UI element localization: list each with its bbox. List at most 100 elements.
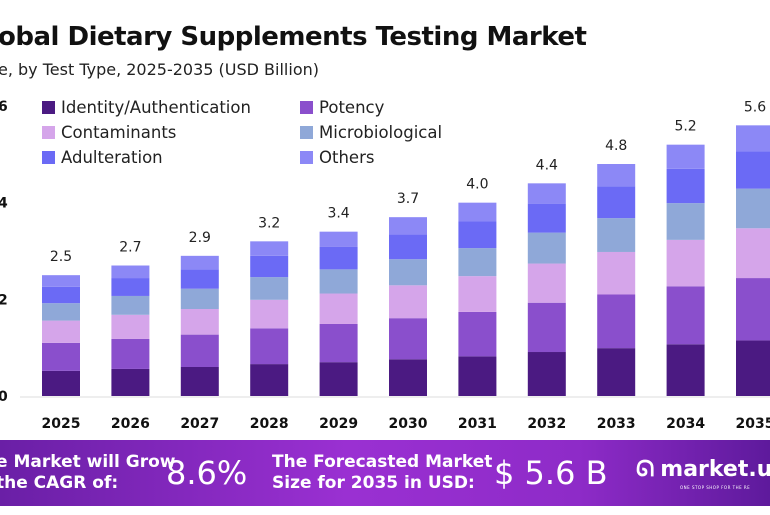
summary-banner: e Market will Grow the CAGR of: 8.6% The… — [0, 440, 770, 506]
legend-label: Adulteration — [61, 148, 163, 167]
bar-segment-identity-authentication-2030 — [389, 359, 427, 396]
legend: Identity/Authentication Potency Contaminan… — [42, 97, 500, 168]
bar-segment-potency-2032 — [527, 302, 566, 353]
forecast-value: $ 5.6 B — [494, 454, 608, 492]
bar-segment-others-2026 — [111, 265, 150, 279]
x-tick-label-2028: 2028 — [250, 416, 289, 432]
x-tick-label-2035: 2035 — [736, 416, 770, 432]
legend-item-adulteration: Adulteration — [42, 147, 300, 168]
legend-swatch — [42, 101, 55, 114]
x-tick-label-2033: 2033 — [597, 416, 636, 432]
bar-segment-microbiological-2029 — [319, 269, 358, 294]
bar-segment-identity-authentication-2028 — [250, 364, 289, 396]
bar-segment-others-2035 — [736, 125, 770, 152]
bar-segment-others-2027 — [180, 255, 219, 270]
x-tick-label-2034: 2034 — [666, 416, 705, 432]
total-label-2029: 3.4 — [327, 206, 349, 222]
bar-segment-contaminants-2031 — [458, 276, 497, 312]
cagr-label-line2: the CAGR of: — [0, 473, 119, 493]
legend-item-contaminants: Contaminants — [42, 122, 300, 143]
bar-segment-microbiological-2034 — [666, 203, 705, 240]
total-label-2027: 2.9 — [189, 230, 211, 246]
stacked-bar-chart: 0 2 4 6 2.5 2025 2.7 2026 2.9 2027 3.2 2028 3.4 2029 3… — [0, 99, 770, 432]
forecast-label-line1: The Forecasted Market — [272, 452, 493, 472]
cagr-label: e Market will Grow the CAGR of: — [0, 452, 175, 494]
bar-segment-others-2031 — [458, 202, 497, 222]
bar-segment-adulteration-2025 — [42, 286, 80, 304]
legend-label: Microbiological — [319, 123, 443, 142]
bar-segment-microbiological-2032 — [527, 232, 566, 264]
bar-segment-adulteration-2028 — [250, 255, 289, 278]
bar-segment-adulteration-2033 — [597, 186, 636, 219]
bar-segment-identity-authentication-2035 — [736, 340, 770, 396]
logo-tagline: ONE STOP SHOP FOR THE RE — [680, 485, 751, 490]
bar-segment-potency-2035 — [736, 278, 770, 341]
legend-label: Others — [319, 148, 375, 167]
legend-item-identity-authentication: Identity/Authentication — [42, 97, 300, 118]
bar-segment-contaminants-2032 — [527, 263, 566, 303]
y-tick-label: 4 — [0, 196, 8, 212]
bar-segment-others-2033 — [597, 164, 636, 187]
bar-segment-others-2030 — [389, 217, 427, 235]
bar-segment-adulteration-2031 — [458, 221, 497, 249]
y-tick-label: 6 — [0, 99, 8, 115]
bar-segment-microbiological-2025 — [42, 303, 80, 321]
bar-segment-adulteration-2030 — [389, 234, 427, 260]
bar-segment-potency-2027 — [180, 334, 219, 367]
bar-segment-adulteration-2029 — [319, 246, 358, 270]
legend-label: Identity/Authentication — [61, 98, 251, 117]
bar-segment-identity-authentication-2025 — [42, 370, 80, 396]
bar-segment-microbiological-2026 — [111, 295, 150, 315]
bar-segment-contaminants-2025 — [42, 320, 80, 343]
bar-segment-others-2029 — [319, 231, 358, 247]
logo-text: market.u — [660, 457, 770, 482]
bar-segment-potency-2028 — [250, 328, 289, 365]
x-tick-label-2029: 2029 — [319, 416, 358, 432]
chart-subtitle: e, by Test Type, 2025-2035 (USD Billion) — [0, 60, 319, 79]
total-label-2030: 3.7 — [397, 191, 419, 207]
bar-segment-identity-authentication-2034 — [666, 344, 705, 396]
total-label-2032: 4.4 — [536, 157, 558, 173]
bar-segment-contaminants-2027 — [180, 309, 219, 335]
legend-label: Potency — [319, 98, 385, 117]
total-label-2031: 4.0 — [466, 177, 488, 193]
bar-segment-adulteration-2027 — [180, 269, 219, 289]
bar-segment-microbiological-2027 — [180, 288, 219, 309]
legend-swatch — [300, 101, 313, 114]
bar-segment-identity-authentication-2031 — [458, 356, 497, 396]
bar-segment-microbiological-2035 — [736, 188, 770, 229]
total-label-2034: 5.2 — [674, 119, 696, 135]
bar-segment-others-2034 — [666, 144, 705, 169]
bar-segment-adulteration-2026 — [111, 278, 150, 296]
legend-item-microbiological: Microbiological — [300, 122, 500, 143]
total-label-2035: 5.6 — [744, 99, 766, 115]
bar-segment-microbiological-2033 — [597, 218, 636, 252]
bar-segment-identity-authentication-2029 — [319, 362, 358, 396]
legend-swatch — [42, 126, 55, 139]
bar-segment-potency-2031 — [458, 311, 497, 357]
bar-segment-contaminants-2033 — [597, 251, 636, 295]
bar-segment-others-2025 — [42, 275, 80, 287]
bar-segment-adulteration-2032 — [527, 203, 566, 233]
x-tick-label-2032: 2032 — [527, 416, 566, 432]
bar-segment-identity-authentication-2033 — [597, 348, 636, 396]
bar-segment-microbiological-2028 — [250, 277, 289, 300]
bar-segment-contaminants-2030 — [389, 285, 427, 319]
bar-segment-potency-2026 — [111, 338, 150, 369]
total-label-2028: 3.2 — [258, 215, 280, 231]
legend-item-others: Others — [300, 147, 500, 168]
x-tick-label-2027: 2027 — [180, 416, 219, 432]
bar-segment-others-2028 — [250, 241, 289, 256]
x-tick-label-2026: 2026 — [111, 416, 150, 432]
cagr-label-line1: e Market will Grow — [0, 452, 176, 472]
legend-item-potency: Potency — [300, 97, 500, 118]
market-us-logo: ᘏ market.u ONE STOP SHOP FOR THE RE — [636, 457, 770, 490]
bar-segment-microbiological-2030 — [389, 259, 427, 286]
forecast-label: The Forecasted Market Size for 2035 in U… — [272, 452, 492, 494]
legend-swatch — [300, 126, 313, 139]
x-tick-label-2030: 2030 — [389, 416, 428, 432]
total-label-2033: 4.8 — [605, 138, 627, 154]
bar-segment-contaminants-2028 — [250, 299, 289, 329]
total-label-2025: 2.5 — [50, 249, 72, 265]
bar-segment-contaminants-2034 — [666, 239, 705, 287]
